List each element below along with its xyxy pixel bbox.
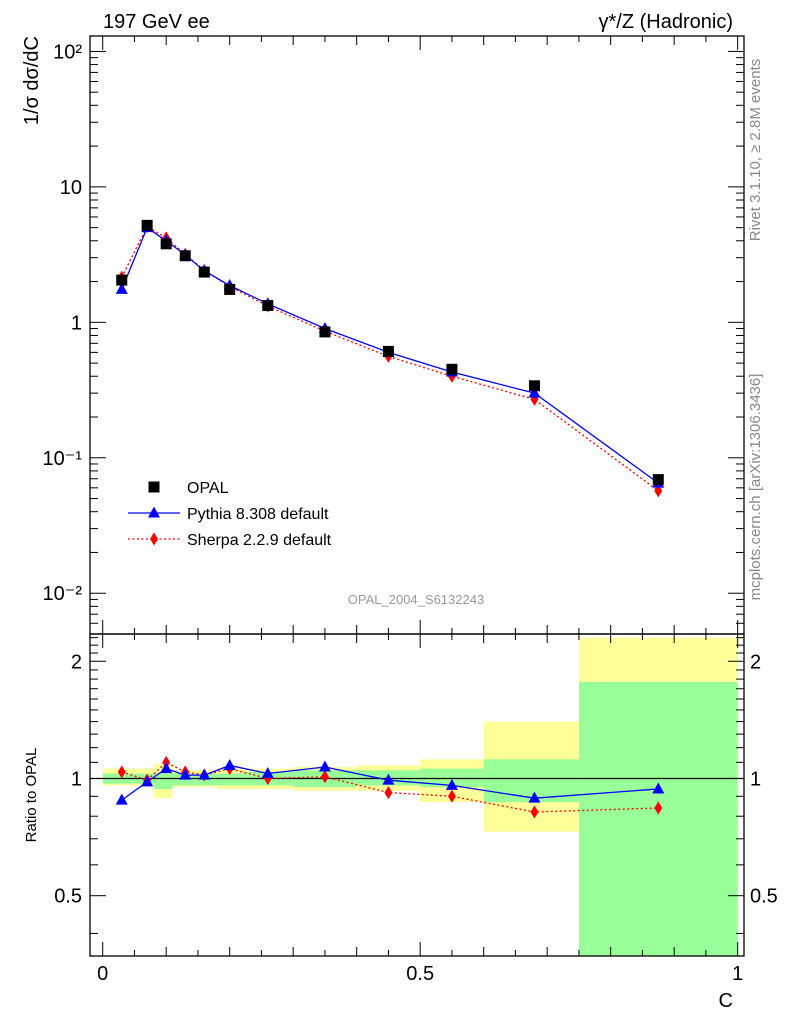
ratio-data-point — [384, 786, 393, 800]
main-data-point — [528, 380, 540, 392]
ratio-plot-frame — [89, 633, 745, 957]
ratio-data-point — [261, 766, 274, 778]
ratio-y-tick-label: 0.5 — [750, 886, 778, 908]
main-y-tick-label: 10⁻² — [43, 583, 83, 605]
main-data-point — [160, 238, 172, 250]
main-series-line — [121, 225, 659, 492]
ratio-data-point — [447, 789, 456, 803]
ratio-data-point — [320, 770, 329, 784]
ratio-data-point — [117, 765, 126, 779]
main-data-point — [224, 283, 236, 295]
x-tick-label: 1 — [732, 963, 743, 985]
rivet-label: Rivet 3.1.10, ≥ 2.8M events — [747, 59, 764, 242]
header-left: 197 GeV ee — [103, 11, 210, 33]
main-data-point — [116, 274, 128, 286]
main-y-tick-label: 10 — [60, 177, 82, 199]
ratio-data-point — [115, 793, 128, 805]
legend-entry-label: Sherpa 2.2.9 default — [187, 532, 332, 549]
main-data-point — [141, 219, 153, 231]
ratio-y-axis-label: Ratio to OPAL — [23, 748, 40, 843]
ratio-data-point — [528, 791, 541, 803]
main-y-tick-label: 10⁻¹ — [43, 448, 83, 470]
legend-entry-label: Pythia 8.308 default — [187, 506, 329, 523]
header-right: γ*/Z (Hadronic) — [599, 11, 733, 33]
x-tick-label: 0 — [97, 963, 108, 985]
main-data-point — [262, 300, 274, 312]
ratio-green-band — [216, 773, 243, 786]
ratio-y-tick-label: 2 — [71, 651, 82, 673]
ratio-data-point — [223, 758, 236, 770]
ratio-y-tick-label: 0.5 — [54, 886, 82, 908]
ratio-data-point — [141, 775, 154, 787]
ratio-data-point — [160, 762, 173, 774]
legend-marker — [148, 506, 160, 518]
x-tick-label: 0.5 — [406, 963, 434, 985]
main-data-point — [115, 282, 128, 294]
analysis-id: OPAL_2004_S6132243 — [348, 592, 484, 607]
ratio-y-tick-label: 2 — [750, 651, 761, 673]
main-data-point — [198, 266, 210, 278]
main-y-tick-label: 10² — [53, 41, 82, 63]
ratio-green-band — [578, 681, 738, 956]
x-axis-label: C — [719, 990, 733, 1012]
ratio-data-point — [652, 782, 665, 794]
ratio-data-point — [318, 760, 331, 772]
main-data-point — [382, 345, 394, 357]
ratio-data-point — [654, 801, 663, 815]
main-y-tick-label: 1 — [71, 312, 82, 334]
ratio-data-point — [530, 805, 539, 819]
ratio-y-tick-label: 1 — [750, 768, 761, 790]
ratio-data-point — [445, 778, 458, 790]
ratio-data-point — [198, 768, 211, 780]
ratio-data-point — [382, 773, 395, 785]
ratio-data-point — [179, 768, 192, 780]
legend-marker — [148, 481, 160, 493]
legend-marker — [150, 532, 158, 546]
main-data-point — [652, 474, 664, 486]
ratio-y-tick-label: 1 — [71, 768, 82, 790]
ratio-green-band — [153, 773, 173, 789]
legend-entry-label: OPAL — [187, 480, 229, 497]
ratio-green-band — [483, 759, 579, 803]
main-data-point — [319, 326, 331, 338]
main-data-point — [528, 386, 541, 398]
main-data-point — [446, 363, 458, 375]
mcplots-label: mcplots.cern.ch [arXiv:1306.3436] — [747, 374, 764, 601]
main-y-axis-label: 1/σ dσ/dC — [21, 36, 43, 125]
main-data-point — [179, 250, 191, 262]
